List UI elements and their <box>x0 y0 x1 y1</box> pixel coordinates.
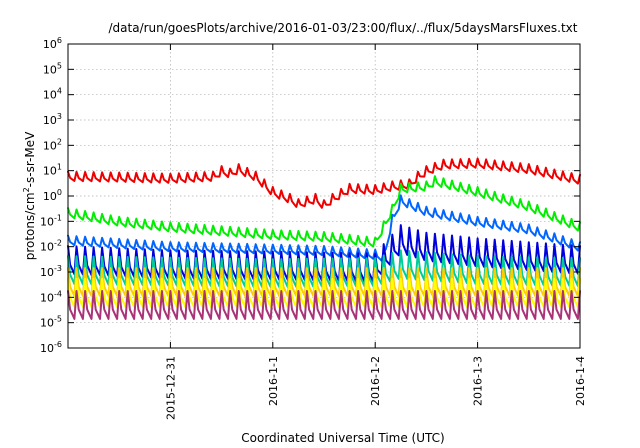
y-tick-base: 10 <box>43 190 57 203</box>
x-axis-label: Coordinated Universal Time (UTC) <box>241 431 444 445</box>
y-tick-base: 10 <box>43 38 57 51</box>
y-tick-label: 10-6 <box>40 340 62 355</box>
y-tick-label: 100 <box>43 188 62 203</box>
y-tick-label: 106 <box>43 36 62 51</box>
y-tick-base: 10 <box>40 266 54 279</box>
y-tick-exp: -3 <box>54 264 62 273</box>
y-tick-exp: -1 <box>54 213 62 222</box>
series-line-3 <box>67 194 581 262</box>
y-tick-label: 10-1 <box>40 213 62 228</box>
x-tick-label: 2016-1-4 <box>574 356 587 406</box>
y-tick-label: 103 <box>43 112 62 127</box>
y-tick-base: 10 <box>43 89 57 102</box>
y-tick-exp: 0 <box>57 188 62 197</box>
x-tick-label: 2016-1-1 <box>267 356 280 406</box>
y-tick-exp: 4 <box>57 87 62 96</box>
y-tick-base: 10 <box>43 114 57 127</box>
y-tick-exp: 5 <box>57 61 62 70</box>
x-tick-label: 2016-1-2 <box>369 356 382 406</box>
y-axis-label-base: protons/cm <box>23 192 37 260</box>
y-tick-exp: -5 <box>54 315 62 324</box>
y-axis-label: protons/cm2-s-sr-MeV <box>22 131 37 260</box>
y-tick-label: 104 <box>43 87 62 102</box>
x-axis-ticks: 2015-12-31 2016-1-1 2016-1-2 2016-1-3 2016-1… <box>164 44 587 420</box>
y-tick-base: 10 <box>40 241 54 254</box>
y-tick-label: 10-2 <box>40 239 62 254</box>
y-tick-label: 10-3 <box>40 264 62 279</box>
y-tick-base: 10 <box>40 317 54 330</box>
series-line-7 <box>67 277 581 308</box>
y-tick-exp: 3 <box>57 112 62 121</box>
y-tick-base: 10 <box>43 165 57 178</box>
series-line-8 <box>67 290 581 320</box>
y-tick-base: 10 <box>40 291 54 304</box>
y-tick-exp: 6 <box>57 36 62 45</box>
y-tick-label: 10-4 <box>40 289 62 304</box>
series-line-4 <box>67 224 581 283</box>
y-tick-exp: -6 <box>54 340 62 349</box>
y-axis-label-sup: 2 <box>22 187 31 192</box>
y-tick-exp: -2 <box>54 239 62 248</box>
series-layer <box>67 157 581 320</box>
y-tick-label: 10-5 <box>40 315 62 330</box>
x-tick-label: 2015-12-31 <box>164 356 177 420</box>
x-tick-label: 2016-1-3 <box>472 356 485 406</box>
y-tick-base: 10 <box>40 215 54 228</box>
series-line-2 <box>67 175 581 248</box>
y-tick-base: 10 <box>43 63 57 76</box>
y-tick-base: 10 <box>40 342 54 355</box>
series-line-1 <box>67 157 581 209</box>
y-tick-exp: 2 <box>57 137 62 146</box>
y-tick-label: 105 <box>43 61 62 76</box>
series-line-6 <box>67 267 581 297</box>
y-tick-base: 10 <box>43 139 57 152</box>
y-axis-ticks: 10-610-510-410-310-210-11001011021031041… <box>40 36 580 355</box>
y-tick-exp: 1 <box>57 163 62 172</box>
y-axis-label-rest: -s-sr-MeV <box>23 131 37 187</box>
y-tick-label: 102 <box>43 137 62 152</box>
y-tick-label: 101 <box>43 163 62 178</box>
series-line-5 <box>67 249 581 289</box>
chart-title: /data/run/goesPlots/archive/2016-01-03/2… <box>109 21 578 35</box>
y-tick-exp: -4 <box>54 289 62 298</box>
